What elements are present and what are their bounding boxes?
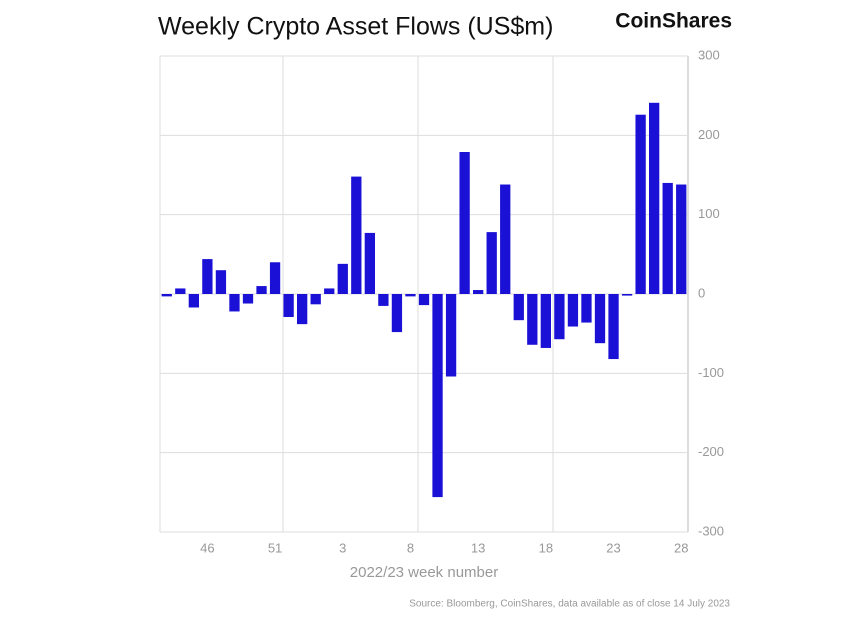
- bar: [567, 294, 579, 327]
- y-tick-label: 0: [698, 285, 705, 300]
- bar: [486, 232, 497, 294]
- bar: [500, 184, 511, 294]
- bar: [324, 288, 335, 294]
- bar: [229, 294, 240, 312]
- x-tick-label: 3: [339, 540, 346, 555]
- x-axis-label: 2022/23 week number: [350, 564, 498, 581]
- bar: [540, 294, 551, 348]
- bar: [513, 294, 524, 321]
- bar: [202, 259, 213, 294]
- y-tick-label: 300: [698, 47, 720, 62]
- bar: [242, 294, 254, 304]
- bar: [297, 294, 308, 325]
- source-note: Source: Bloomberg, CoinShares, data avai…: [409, 599, 730, 610]
- x-tick-label: 18: [539, 540, 553, 555]
- bar: [635, 114, 646, 294]
- bar: [378, 294, 389, 306]
- bar: [175, 288, 186, 294]
- y-tick-label: 100: [698, 206, 720, 221]
- x-tick-label: 51: [268, 540, 282, 555]
- bar: [459, 151, 470, 294]
- bar: [621, 294, 633, 296]
- bar: [418, 294, 430, 306]
- bar: [364, 232, 375, 294]
- bar: [391, 294, 403, 333]
- bar: [594, 294, 606, 344]
- x-tick-label: 23: [606, 540, 620, 555]
- x-tick-label: 28: [674, 540, 688, 555]
- x-tick-label: 8: [407, 540, 414, 555]
- bar: [161, 294, 172, 297]
- bar: [649, 102, 660, 294]
- bar: [269, 262, 281, 294]
- bar: [188, 294, 199, 308]
- bar: [215, 270, 227, 294]
- y-tick-label: -100: [698, 365, 724, 380]
- bar: [662, 182, 673, 294]
- bar: [351, 176, 362, 294]
- brand-logo: CoinShares: [615, 10, 732, 33]
- bar: [608, 294, 619, 360]
- bar: [581, 294, 592, 323]
- chart-title: Weekly Crypto Asset Flows (US$m): [158, 13, 553, 41]
- y-tick-label: -300: [698, 523, 724, 538]
- x-tick-label: 13: [471, 540, 485, 555]
- bar: [527, 294, 538, 345]
- bar: [432, 294, 443, 498]
- bar: [445, 294, 457, 377]
- bar: [405, 294, 416, 297]
- bar: [554, 294, 565, 340]
- bar: [310, 294, 321, 305]
- y-tick-label: -200: [698, 444, 724, 459]
- bar: [676, 184, 687, 294]
- bar: [337, 263, 348, 294]
- y-tick-label: 200: [698, 127, 720, 142]
- x-tick-label: 46: [200, 540, 214, 555]
- bar: [473, 290, 484, 294]
- bar: [256, 286, 267, 294]
- bar: [283, 294, 294, 318]
